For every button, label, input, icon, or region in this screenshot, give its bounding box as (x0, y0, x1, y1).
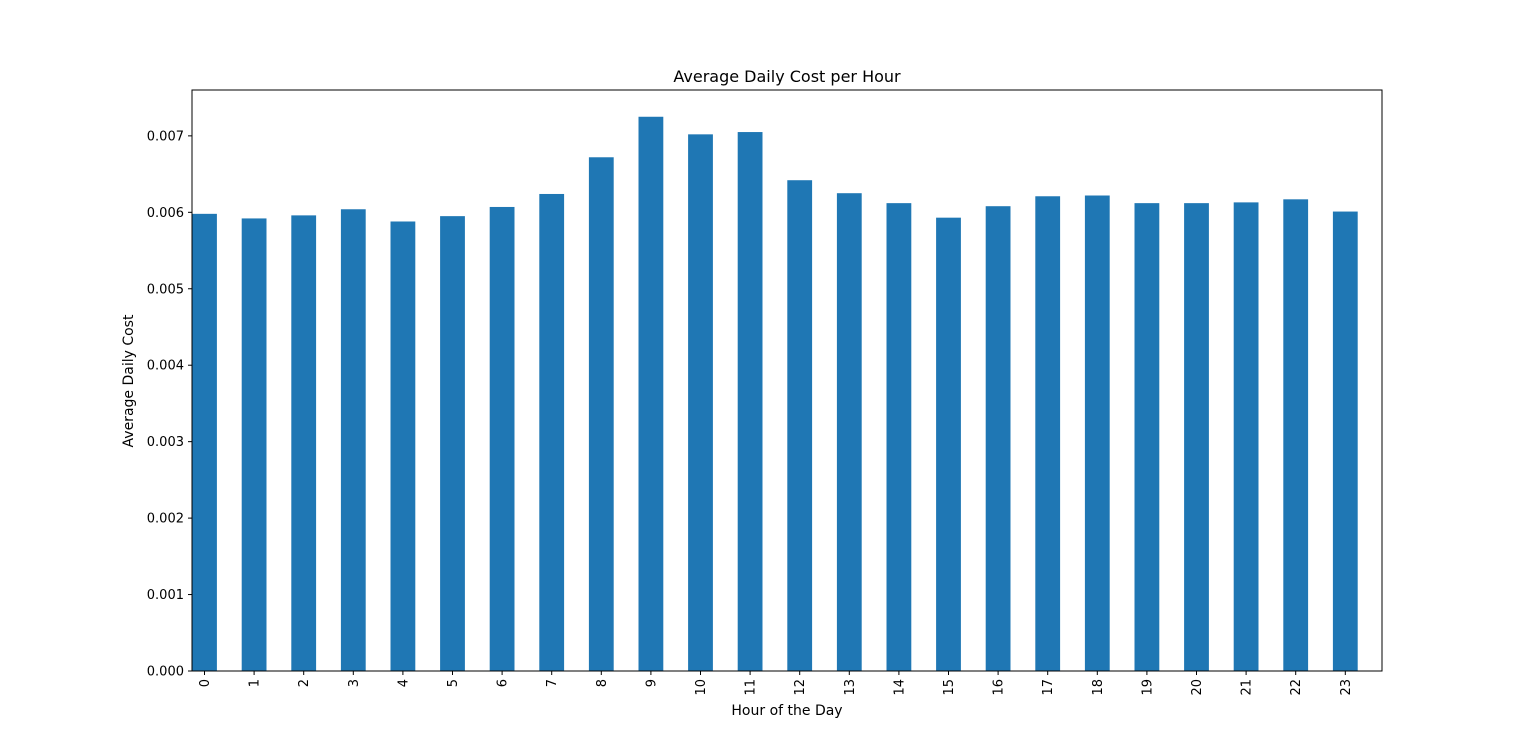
chart-title: Average Daily Cost per Hour (673, 67, 901, 86)
x-tick-label: 20 (1190, 679, 1205, 696)
x-tick-label: 1 (248, 679, 263, 687)
y-axis: 0.000 0.001 0.002 0.003 0.004 0.005 0.006 0.007 (147, 129, 192, 680)
y-tick-label: 0.003 (147, 435, 184, 450)
x-tick-label: 7 (545, 679, 560, 687)
x-tick-label: 18 (1091, 679, 1106, 696)
bar-hour-5 (440, 216, 465, 671)
plot-frame (191, 89, 1383, 672)
bar-hour-17 (1035, 196, 1061, 671)
x-tick-label: 22 (1289, 679, 1304, 696)
y-tick-label: 0.002 (147, 512, 184, 527)
x-tick-label: 16 (992, 679, 1007, 696)
bar-hour-3 (340, 209, 366, 671)
x-tick-label: 19 (1140, 679, 1155, 696)
bar-hour-11 (737, 132, 763, 672)
y-tick-label: 0.005 (147, 282, 184, 297)
x-tick-label: 5 (446, 679, 461, 687)
bar-hour-1 (241, 218, 267, 671)
y-tick-label: 0.001 (147, 588, 184, 603)
bar-hour-9 (638, 116, 664, 671)
x-tick-label: 23 (1339, 679, 1354, 696)
y-tick-label: 0.004 (147, 359, 184, 374)
bar-hour-23 (1332, 211, 1358, 672)
x-tick-label: 13 (843, 679, 858, 696)
bar-hour-18 (1084, 195, 1110, 671)
bar-hour-15 (936, 217, 961, 672)
x-tick-label: 17 (1041, 679, 1056, 696)
x-tick-label: 21 (1240, 679, 1255, 696)
bar-hour-10 (688, 134, 713, 672)
x-tick-label: 10 (694, 679, 709, 696)
bar-hour-14 (886, 203, 912, 671)
bar-hour-6 (489, 206, 515, 671)
bar-hour-12 (787, 180, 813, 671)
bar-hour-19 (1134, 203, 1160, 671)
bar-hour-22 (1283, 199, 1309, 671)
x-tick-label: 12 (793, 679, 808, 696)
bar-hour-16 (985, 206, 1011, 671)
bar-hour-20 (1184, 203, 1209, 671)
bar-hour-21 (1233, 202, 1259, 671)
x-tick-label: 14 (892, 679, 907, 696)
x-axis: 0 1 2 3 4 5 6 7 8 9 10 11 12 13 14 15 16 17 18 19 20 21 22 23 (198, 671, 1354, 696)
bar-hour-0 (192, 213, 217, 671)
x-tick-label: 8 (595, 679, 610, 687)
bar-hour-2 (291, 215, 317, 671)
x-tick-label: 9 (644, 679, 659, 687)
y-tick-label: 0.000 (147, 665, 184, 680)
bars-group (192, 116, 1358, 672)
y-tick-label: 0.007 (147, 129, 184, 144)
x-tick-label: 6 (496, 679, 511, 687)
y-tick-label: 0.006 (147, 206, 184, 221)
bar-hour-7 (539, 193, 565, 671)
x-tick-label: 11 (744, 679, 759, 696)
y-axis-title: Average Daily Cost (121, 314, 137, 447)
bar-hour-4 (390, 221, 416, 672)
x-tick-label: 0 (198, 679, 213, 687)
x-tick-label: 2 (297, 679, 312, 687)
bar-hour-13 (836, 193, 862, 671)
bar-hour-8 (588, 157, 614, 671)
x-axis-title: Hour of the Day (731, 703, 842, 719)
x-tick-label: 15 (942, 679, 957, 696)
x-tick-label: 4 (396, 679, 411, 687)
x-tick-label: 3 (347, 679, 362, 687)
